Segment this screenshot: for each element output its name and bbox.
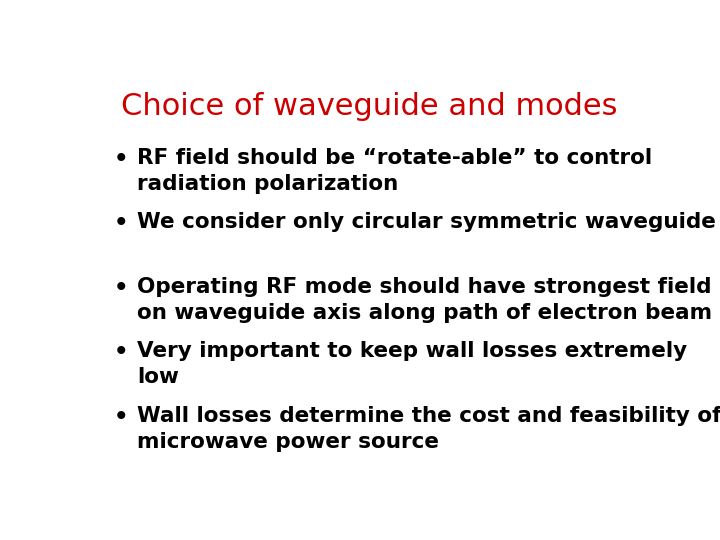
Text: •: • bbox=[114, 212, 128, 235]
Text: RF field should be “rotate-able” to control: RF field should be “rotate-able” to cont… bbox=[138, 148, 652, 168]
Text: Operating RF mode should have strongest field: Operating RF mode should have strongest … bbox=[138, 277, 712, 297]
Text: •: • bbox=[114, 341, 128, 365]
Text: We consider only circular symmetric waveguide: We consider only circular symmetric wave… bbox=[138, 212, 716, 232]
Text: on waveguide axis along path of electron beam: on waveguide axis along path of electron… bbox=[138, 302, 713, 322]
Text: microwave power source: microwave power source bbox=[138, 431, 439, 451]
Text: Choice of waveguide and modes: Choice of waveguide and modes bbox=[121, 92, 617, 121]
Text: low: low bbox=[138, 367, 179, 387]
Text: •: • bbox=[114, 148, 128, 171]
Text: •: • bbox=[114, 277, 128, 300]
Text: radiation polarization: radiation polarization bbox=[138, 174, 399, 194]
Text: Very important to keep wall losses extremely: Very important to keep wall losses extre… bbox=[138, 341, 688, 361]
Text: •: • bbox=[114, 406, 128, 429]
Text: Wall losses determine the cost and feasibility of: Wall losses determine the cost and feasi… bbox=[138, 406, 720, 426]
